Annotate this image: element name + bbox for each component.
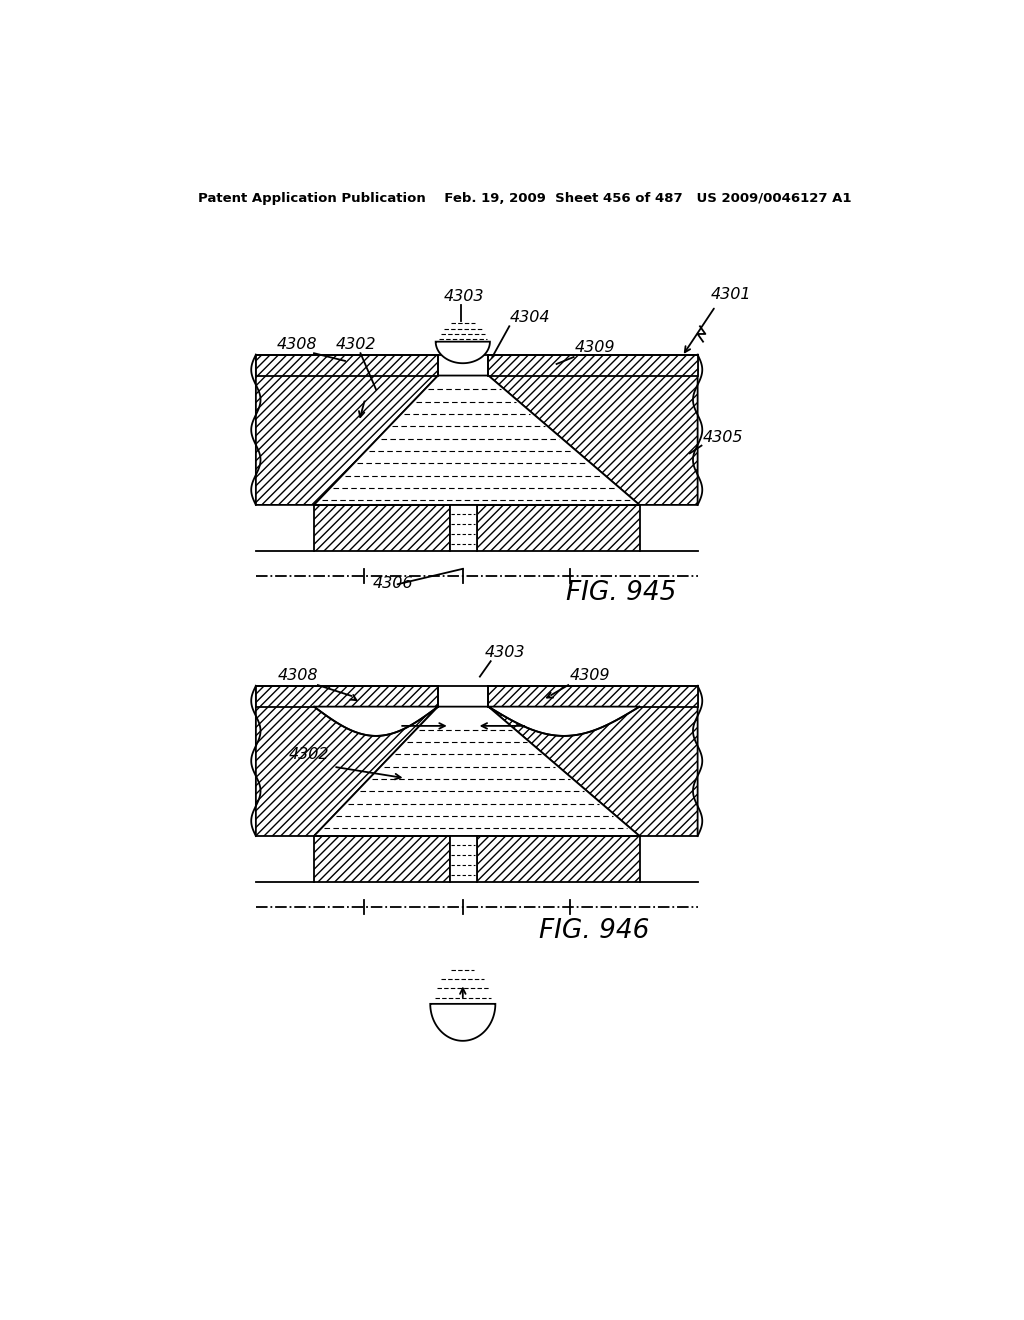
Polygon shape [477, 506, 640, 552]
Text: 4309: 4309 [569, 668, 610, 684]
Polygon shape [256, 355, 438, 506]
Polygon shape [450, 506, 477, 552]
Text: 4302: 4302 [336, 338, 376, 352]
Polygon shape [488, 686, 697, 836]
Text: Patent Application Publication    Feb. 19, 2009  Sheet 456 of 487   US 2009/0046: Patent Application Publication Feb. 19, … [198, 191, 852, 205]
Text: 4306: 4306 [373, 576, 414, 591]
Text: 4302: 4302 [289, 747, 330, 762]
Text: 4308: 4308 [276, 338, 317, 352]
Polygon shape [430, 1003, 496, 1040]
Polygon shape [314, 376, 640, 506]
Text: 4303: 4303 [444, 289, 484, 304]
Polygon shape [256, 355, 438, 376]
Polygon shape [450, 836, 477, 882]
Polygon shape [488, 686, 697, 706]
Polygon shape [488, 355, 697, 506]
Polygon shape [488, 355, 697, 376]
Polygon shape [314, 506, 450, 552]
Text: FIG. 946: FIG. 946 [539, 917, 649, 944]
Polygon shape [314, 836, 450, 882]
Text: 4305: 4305 [703, 430, 743, 445]
Text: FIG. 945: FIG. 945 [566, 581, 676, 606]
Polygon shape [477, 836, 640, 882]
Polygon shape [256, 686, 438, 836]
Text: 4309: 4309 [575, 341, 615, 355]
Polygon shape [256, 686, 438, 706]
Polygon shape [314, 706, 640, 836]
Text: 4301: 4301 [711, 286, 752, 301]
Text: 4308: 4308 [278, 668, 318, 684]
Text: 4303: 4303 [484, 645, 525, 660]
Polygon shape [435, 342, 489, 363]
Text: 4304: 4304 [509, 310, 550, 325]
